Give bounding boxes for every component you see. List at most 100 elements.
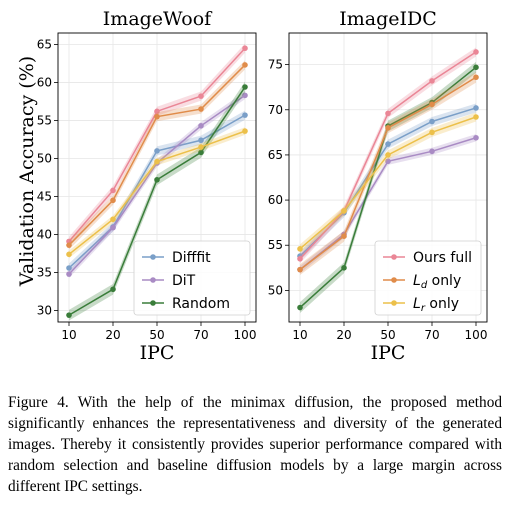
data-point (110, 224, 116, 231)
data-point (242, 112, 248, 118)
data-point (198, 93, 204, 99)
x-tick-label: 100 (234, 328, 257, 342)
data-point (297, 255, 303, 262)
legend-entry: Random (172, 296, 230, 312)
legend-entry: DiT (172, 273, 196, 289)
chart-title: ImageWoof (103, 8, 213, 30)
data-point (429, 118, 435, 125)
data-point (297, 246, 303, 252)
series-band (300, 112, 476, 254)
x-tick-label: 70 (193, 328, 208, 342)
data-point (66, 271, 72, 277)
x-tick-label: 20 (336, 328, 351, 342)
x-tick-label: 10 (61, 328, 76, 342)
data-point (198, 137, 204, 144)
x-tick-label: 50 (380, 328, 395, 342)
data-point (66, 251, 72, 258)
legend-swatch-marker (150, 300, 156, 306)
data-point (198, 144, 204, 150)
data-point (473, 49, 479, 55)
data-point (385, 158, 391, 165)
series-band (69, 110, 245, 273)
y-tick-label: 60 (37, 75, 52, 89)
figure-caption: Figure 4. With the help of the minimax d… (8, 394, 502, 495)
data-point (385, 125, 391, 131)
x-axis-label: IPC (371, 342, 406, 364)
y-tick-label: 55 (268, 238, 283, 252)
x-tick-label: 10 (292, 328, 307, 342)
x-tick-label: 50 (149, 328, 164, 342)
data-point (429, 129, 435, 136)
y-tick-label: 45 (37, 190, 52, 204)
data-point (242, 92, 248, 99)
data-point (110, 286, 116, 293)
data-point (110, 187, 116, 194)
series-5 (66, 127, 248, 259)
data-point (473, 114, 479, 120)
data-point (242, 45, 248, 52)
series-4 (297, 71, 479, 276)
x-tick-label: 20 (105, 328, 120, 342)
series-band (300, 71, 476, 276)
data-point (385, 141, 391, 147)
y-tick-label: 50 (37, 151, 52, 165)
legend-swatch-marker (391, 254, 397, 260)
legend-entry: Ld only (413, 273, 461, 291)
legend: Ours full Ld only Lr only (374, 240, 482, 316)
chart-imagewoof: 30 35 40 45 50 55 60 65 10 20 50 70 100 ImageWoof IPC D… (37, 8, 257, 364)
data-point (242, 128, 248, 134)
legend-entry: Difffit (172, 250, 211, 266)
data-point (198, 106, 204, 112)
data-point (110, 216, 116, 223)
y-tick-label: 55 (37, 113, 52, 127)
data-point (429, 78, 435, 84)
series-4 (66, 60, 248, 250)
data-point (154, 108, 160, 115)
data-point (341, 208, 347, 214)
data-point (242, 84, 248, 90)
data-point (341, 233, 347, 240)
data-point (385, 152, 391, 158)
data-point (198, 149, 204, 156)
series-band (300, 61, 476, 313)
data-point (154, 113, 160, 120)
y-tick-label: 70 (268, 103, 283, 117)
legend-entry: Lr only (413, 296, 459, 314)
chart-title: ImageIDC (339, 8, 437, 30)
data-point (66, 312, 72, 318)
data-point (473, 134, 479, 141)
legend-box (133, 240, 251, 316)
data-point (154, 148, 160, 154)
data-point (429, 148, 435, 155)
x-tick-label: 100 (465, 328, 488, 342)
legend-box (374, 240, 482, 316)
series-5 (297, 112, 479, 254)
y-tick-label: 75 (268, 58, 283, 72)
legend: Difffit DiT Random (133, 240, 251, 316)
data-point (66, 242, 72, 248)
y-tick-label: 30 (37, 304, 52, 318)
data-point (297, 304, 303, 311)
y-tick-label: 50 (268, 283, 283, 297)
data-point (385, 110, 391, 117)
legend-swatch-marker (150, 277, 156, 283)
data-point (110, 197, 116, 204)
series-band (69, 127, 245, 259)
y-tick-label: 35 (37, 266, 52, 280)
x-axis-label: IPC (140, 342, 175, 364)
legend-swatch-marker (391, 300, 397, 306)
data-point (154, 158, 160, 165)
legend-swatch-marker (391, 277, 397, 283)
y-axis-label: Validation Accuracy (%) (16, 56, 38, 287)
y-tick-label: 60 (268, 193, 283, 207)
data-point (66, 265, 72, 271)
x-tick-label: 70 (424, 328, 439, 342)
figure: 30 35 40 45 50 55 60 65 10 20 50 70 100 ImageWoof IPC D… (16, 8, 488, 364)
data-point (429, 101, 435, 108)
data-point (154, 176, 160, 183)
data-point (473, 64, 479, 71)
data-point (242, 62, 248, 68)
data-point (473, 105, 479, 111)
data-point (473, 74, 479, 81)
series-2 (66, 81, 248, 321)
